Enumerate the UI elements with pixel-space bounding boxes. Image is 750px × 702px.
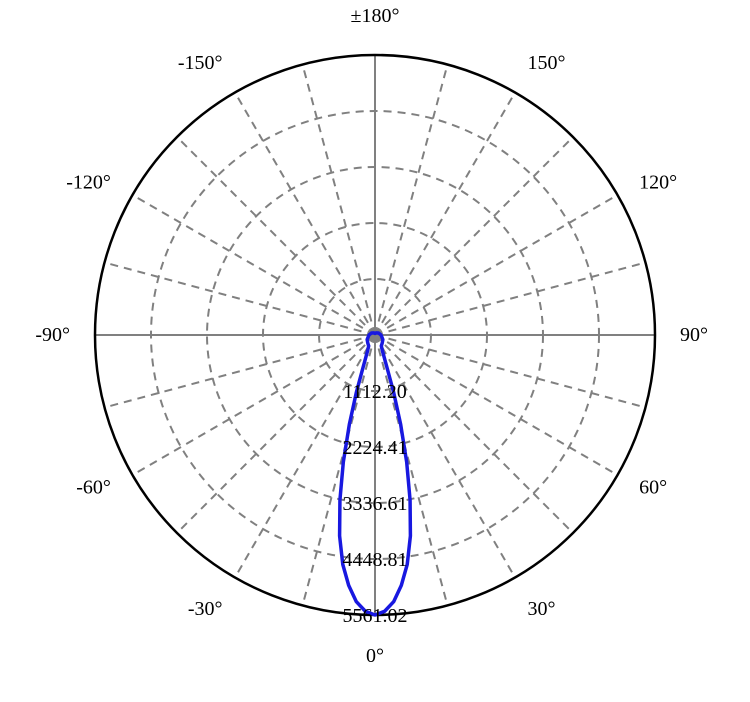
angle-label: -150°	[178, 52, 223, 74]
angle-label: ±180°	[351, 5, 400, 27]
radial-label: 2224.41	[343, 437, 408, 459]
angle-label: -30°	[188, 598, 223, 620]
angle-label: 150°	[528, 52, 566, 74]
angle-label: 90°	[680, 324, 708, 346]
angle-label: 60°	[639, 477, 667, 499]
angle-label: 120°	[639, 172, 677, 194]
angle-label: -60°	[76, 477, 111, 499]
polar-chart: 1112.20 2224.41 3336.61 4448.81 5561.02 ±180°…	[0, 0, 750, 702]
radial-label: 1112.20	[343, 381, 407, 403]
radial-label: 4448.81	[343, 549, 408, 571]
radial-label: 3336.61	[343, 493, 408, 515]
angle-label: 30°	[528, 598, 556, 620]
angle-label: 0°	[366, 645, 384, 667]
angle-label: -120°	[66, 172, 111, 194]
angle-label: -90°	[35, 324, 70, 346]
radial-label: 5561.02	[343, 605, 408, 627]
